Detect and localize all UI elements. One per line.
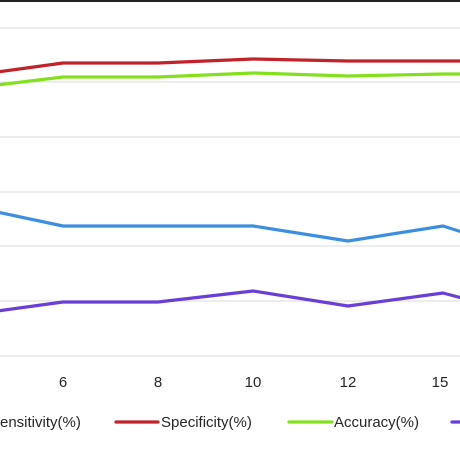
legend-label-2: Specificity(%) (161, 414, 252, 431)
series-line-3 (0, 71, 460, 87)
x-tick-label: 6 (59, 374, 67, 391)
series-lines (0, 57, 460, 313)
x-tick-label: 8 (154, 374, 162, 391)
legend-label-1: ensitivity(%) (0, 414, 81, 431)
x-tick-label: 12 (340, 374, 357, 391)
x-tick-label: 10 (245, 374, 262, 391)
x-tick-label: 15 (432, 374, 449, 391)
legend-label-3: Accuracy(%) (334, 414, 419, 431)
series-line-4 (0, 289, 460, 313)
series-line-2 (0, 57, 460, 74)
legend: ensitivity(%) Specificity(%) Accuracy(%) (0, 414, 460, 431)
x-axis-ticks: 6 8 10 12 15 (59, 374, 449, 391)
series-line-1 (0, 211, 460, 243)
